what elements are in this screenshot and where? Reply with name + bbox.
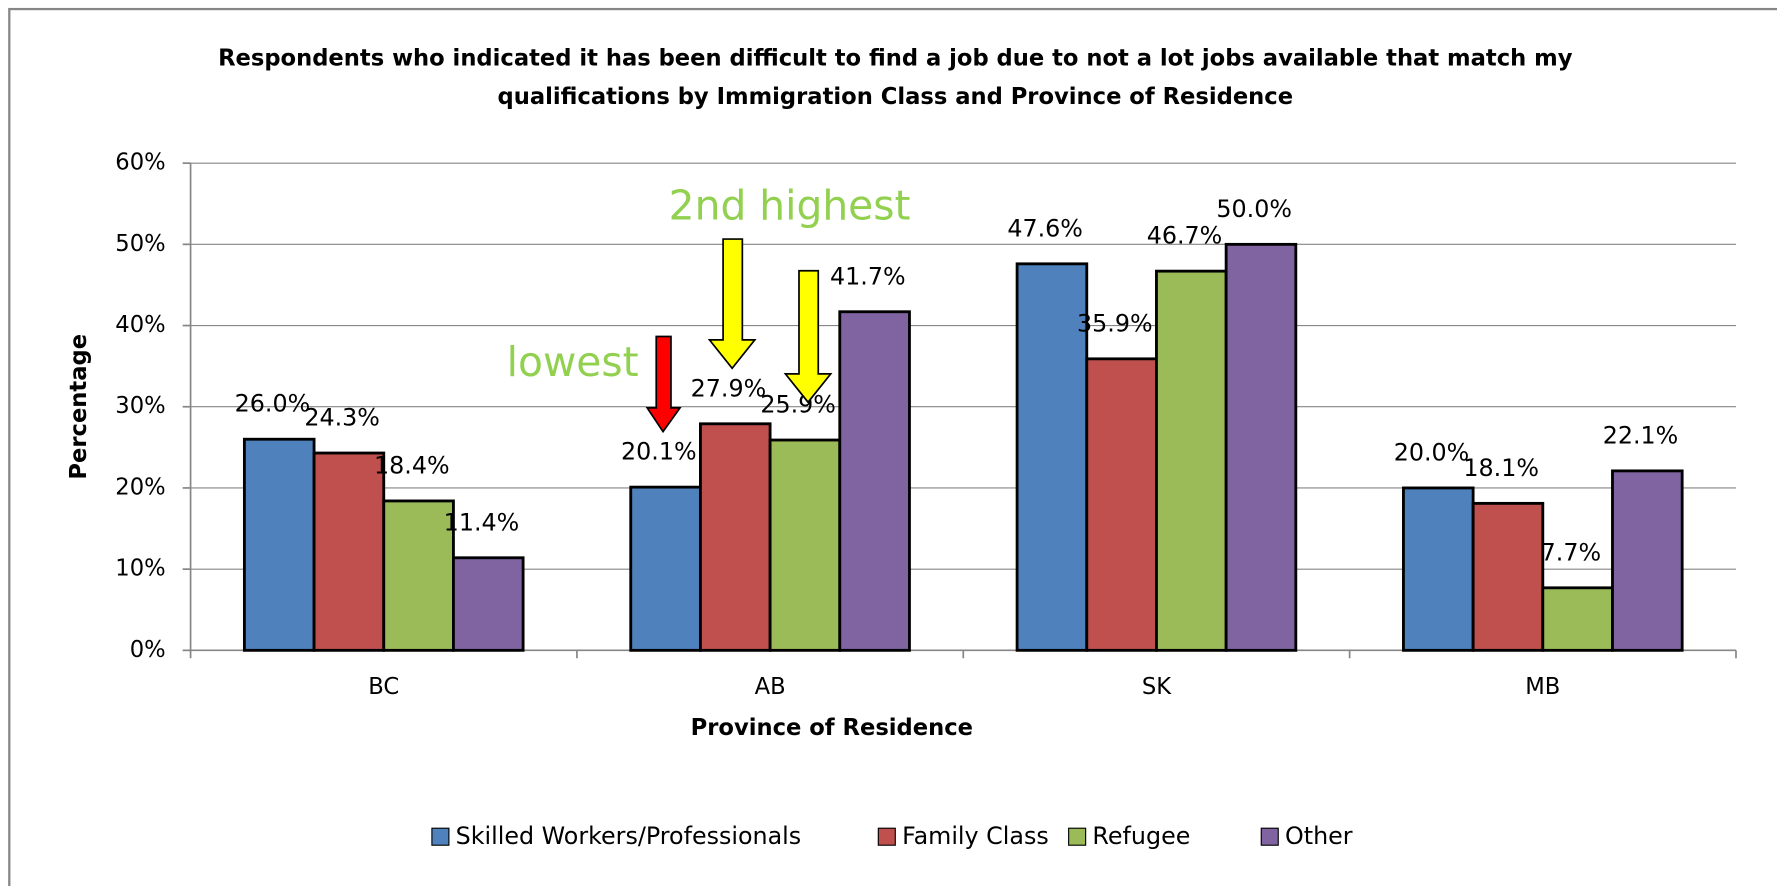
bar bbox=[1085, 357, 1158, 652]
bar bbox=[699, 422, 772, 652]
bar bbox=[1611, 469, 1684, 652]
legend-label: Skilled Workers/Professionals bbox=[456, 822, 801, 850]
legend-item: Refugee bbox=[1068, 822, 1190, 850]
y-axis-label: Percentage bbox=[66, 334, 92, 480]
annotation: lowest bbox=[507, 338, 639, 386]
value-label: 41.7% bbox=[830, 262, 906, 290]
y-tick-label: 20% bbox=[115, 474, 165, 500]
value-label: 20.1% bbox=[621, 438, 697, 466]
bar bbox=[1402, 486, 1475, 652]
y-tick-label: 50% bbox=[115, 231, 165, 257]
arrow bbox=[707, 238, 757, 370]
legend-swatch bbox=[1260, 827, 1279, 846]
bar bbox=[242, 437, 316, 652]
value-label: 50.0% bbox=[1216, 195, 1292, 223]
legend-swatch bbox=[1068, 827, 1087, 846]
y-tick-label: 60% bbox=[115, 150, 165, 176]
legend-swatch bbox=[431, 827, 450, 846]
plot-area: 0% 10% 20% 30% 40% 50% 60% BC 26.0%24.3% 18.4% 11.… bbox=[115, 150, 1737, 700]
value-label: 46.7% bbox=[1147, 222, 1223, 250]
value-label: 27.9% bbox=[691, 374, 767, 402]
legend-label: Family Class bbox=[902, 822, 1049, 850]
bar bbox=[768, 438, 842, 652]
legend-item: Skilled Workers/Professionals bbox=[431, 822, 801, 850]
value-label: 22.1% bbox=[1603, 421, 1679, 449]
value-label: 24.3% bbox=[304, 404, 380, 432]
legend-item: Other bbox=[1260, 822, 1353, 850]
bar bbox=[382, 499, 455, 652]
x-tick-label: AB bbox=[755, 674, 786, 700]
legend-item: Family Class bbox=[877, 822, 1049, 850]
value-label: 26.0% bbox=[235, 390, 311, 418]
x-tick-label: MB bbox=[1525, 674, 1560, 700]
legend-swatch bbox=[877, 827, 896, 846]
value-label: 20.0% bbox=[1394, 438, 1470, 466]
bar bbox=[629, 485, 702, 652]
value-label: 7.7% bbox=[1541, 538, 1601, 566]
arrow bbox=[645, 335, 682, 434]
bar bbox=[1155, 269, 1228, 652]
annotation: 2nd highest bbox=[669, 181, 911, 229]
legend-label: Other bbox=[1285, 822, 1353, 850]
chart-title: Respondents who indicated it has been di… bbox=[218, 45, 1573, 71]
arrow bbox=[783, 269, 833, 404]
bar bbox=[1541, 586, 1614, 652]
value-label: 47.6% bbox=[1007, 214, 1083, 242]
x-tick-label: SK bbox=[1142, 674, 1172, 700]
value-label: 35.9% bbox=[1077, 309, 1153, 337]
bar bbox=[838, 310, 911, 652]
bar bbox=[1015, 262, 1089, 652]
value-label: 25.9% bbox=[760, 391, 836, 419]
legend-label: Refugee bbox=[1092, 822, 1190, 850]
bar bbox=[1224, 242, 1298, 652]
y-tick-label: 10% bbox=[115, 556, 165, 582]
bar bbox=[312, 451, 386, 652]
chart-title: qualifications by Immigration Class and … bbox=[498, 84, 1294, 110]
value-label: 11.4% bbox=[444, 508, 520, 536]
x-tick-label: BC bbox=[368, 674, 399, 700]
y-tick-label: 30% bbox=[115, 393, 165, 419]
x-axis-label: Province of Residence bbox=[691, 715, 973, 741]
y-tick-label: 0% bbox=[130, 637, 166, 663]
bar bbox=[452, 556, 525, 652]
value-label: 18.1% bbox=[1463, 454, 1539, 482]
bar bbox=[1471, 501, 1545, 652]
value-label: 18.4% bbox=[374, 451, 450, 479]
y-tick-label: 40% bbox=[115, 312, 165, 338]
